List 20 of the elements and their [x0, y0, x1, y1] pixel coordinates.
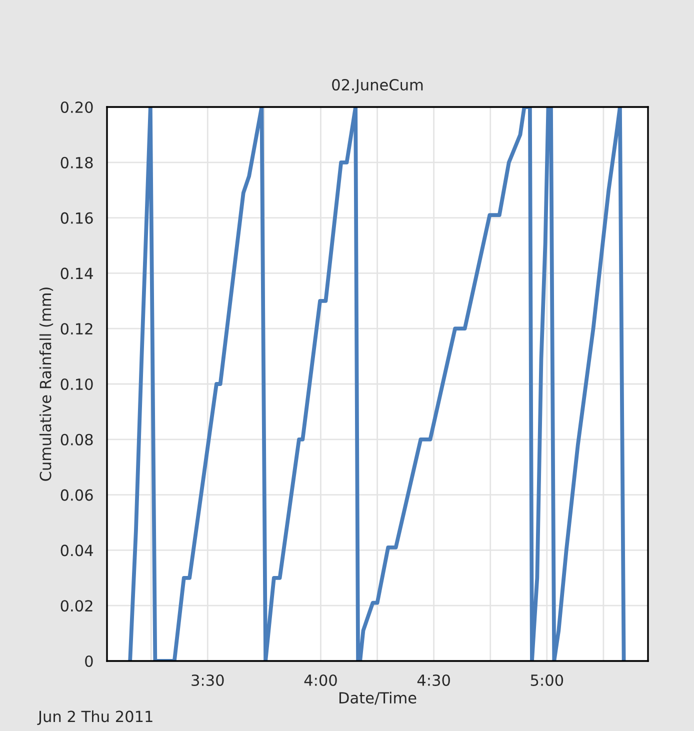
chart-title: 02.JuneCum [332, 78, 423, 94]
y-tick-label: 0.04 [60, 544, 93, 556]
x-tick-label: 4:00 [304, 674, 337, 686]
x-axis-title: Date/Time [339, 692, 416, 705]
x-tick-label: 5:00 [530, 674, 564, 686]
y-tick-label: 0.14 [60, 268, 93, 280]
x-tick-label: 4:30 [417, 674, 450, 686]
y-tick-label: 0.20 [60, 101, 93, 114]
x-tick-label: 3:30 [192, 674, 224, 686]
y-tick-label: 0.16 [60, 212, 93, 224]
y-tick-label: 0.10 [60, 378, 93, 390]
y-tick-label: 0.18 [60, 156, 93, 168]
y-tick-label: 0 [85, 655, 93, 668]
text: Jun 2 Thu 2011 [37, 710, 152, 726]
line-series [128, 107, 626, 661]
y-tick-label: 0.06 [60, 489, 93, 501]
y-tick-label: 0.02 [60, 600, 92, 612]
y-tick-label: 0.12 [60, 323, 92, 335]
y-axis-title: Cumulative Rainfall (mm) [39, 288, 54, 481]
y-tick-label: 0.08 [60, 434, 93, 446]
